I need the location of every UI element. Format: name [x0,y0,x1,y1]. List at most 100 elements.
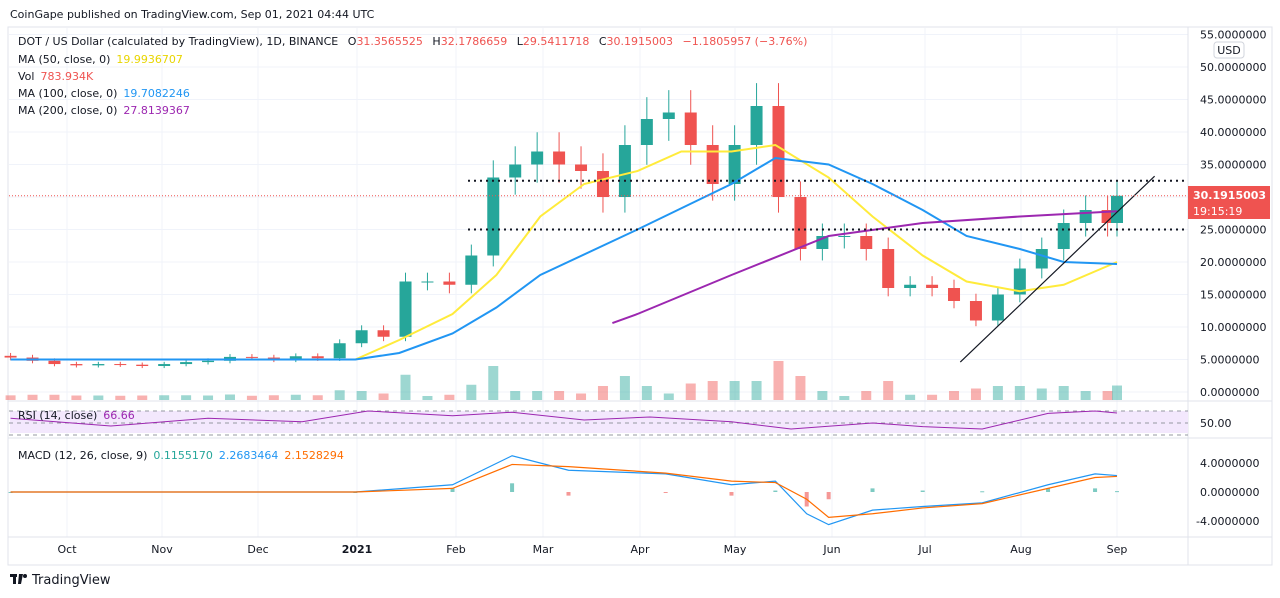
ma50-label: MA (50, close, 0) [18,53,110,66]
volume-bar [707,381,718,400]
candle-body [882,249,895,288]
open-label: O [348,35,357,48]
time-axis-label: Sep [1107,543,1128,556]
legend-ma50[interactable]: MA (50, close, 0) 19.9936707 [18,53,183,66]
ma200-label: MA (200, close, 0) [18,104,117,117]
volume-bar [466,384,477,400]
candle-body [860,236,873,249]
time-axis-label: Dec [247,543,268,556]
volume-bar [115,395,126,400]
legend-ma100[interactable]: MA (100, close, 0) 19.7082246 [18,87,190,100]
price-axis-tick: 35.0000000 [1200,159,1266,172]
candle-body [1013,268,1026,295]
volume-bar [1036,388,1047,400]
candle-body [48,360,61,365]
price-axis[interactable]: 55.0000000 50.0000000 45.0000000 40.0000000… [1200,29,1266,400]
candle-body [969,301,982,321]
low-label: L [517,35,524,48]
candle-body [1035,249,1048,269]
macd-axis-tick: -4.0000000 [1196,515,1259,528]
volume-bar [246,395,257,400]
candle-body [904,284,917,288]
high-label: H [432,35,440,48]
open-value: 31.3565525 [356,35,422,48]
legend-vol[interactable]: Vol 783.934K [18,70,94,83]
volume-bar [224,394,235,400]
price-axis-tick: 15.0000000 [1200,289,1266,302]
symbol-label: DOT / US Dollar (calculated by TradingVi… [18,35,338,48]
ma50-value: 19.9936707 [116,53,182,66]
volume-bar [334,390,345,400]
macd-histogram-bar [826,492,831,500]
macd-value: 2.2683464 [219,449,279,462]
rsi-axis-tick: 50.00 [1200,417,1232,430]
candle-body [136,364,149,366]
candle-body [772,106,785,197]
macd-histogram-bar [566,492,571,496]
price-axis-tick: 20.0000000 [1200,256,1266,269]
volume-bar [378,393,389,400]
volume-bar [1014,386,1025,400]
volume-bar [268,395,279,400]
volume-bar [444,394,455,400]
candle-body [92,364,105,366]
volume-bar [663,393,674,400]
candle-body [926,284,939,288]
price-axis-tick: 25.0000000 [1200,224,1266,237]
candle-body [70,364,83,366]
candle-body [575,164,588,171]
candle-body [180,362,193,365]
volume-bar [400,374,411,400]
legend-rsi[interactable]: RSI (14, close) 66.66 [18,409,135,422]
candle-body [114,364,127,366]
ma200-line [612,210,1118,325]
volume-bar [641,386,652,400]
rsi-line [10,410,1118,430]
price-axis-tick: 45.0000000 [1200,94,1266,107]
macd-histogram-bar [870,488,875,492]
time-axis-label: Nov [151,543,173,556]
volume-bar [817,391,828,400]
macd-signal-line [10,463,1118,518]
volume-bar [71,395,82,400]
volume-bar [290,394,301,400]
candle-body [465,255,478,285]
macd-histogram-bar [1046,488,1051,492]
candle-body [245,356,258,358]
candle-body [355,330,368,344]
ma100-label: MA (100, close, 0) [18,87,117,100]
candle-body [311,356,324,359]
price-axis-tick: 55.0000000 [1200,29,1266,42]
volume-bar [532,391,543,400]
time-axis-label: Oct [57,543,77,556]
volume-bar [5,395,16,400]
price-axis-tick: 5.0000000 [1200,354,1260,367]
currency-button[interactable] [1213,41,1245,59]
macd-histogram-bar [1093,488,1098,492]
volume-bar [1102,391,1113,400]
volume-bar [356,391,367,400]
candle-body [991,294,1004,321]
rsi-band [10,411,1188,433]
candle-body [948,288,961,301]
volume-bar [905,394,916,400]
legend-macd[interactable]: MACD (12, 26, close, 9) 0.1155170 2.268346… [18,449,344,462]
legend-ma200[interactable]: MA (200, close, 0) 27.8139367 [18,104,190,117]
ma50-line [10,143,1118,361]
macd-histogram-bar [773,490,778,492]
macd-histogram-bar [980,491,985,493]
volume-bar [970,388,981,400]
volume-bar [137,395,148,400]
time-axis[interactable]: Oct Nov Dec 2021 Feb Mar Apr May Jun Jul Aug Sep [57,543,1127,556]
bar-countdown: 19:15:19 [1193,205,1242,218]
macd-histogram-bar [663,492,668,493]
currency-label: USD [1217,44,1241,57]
price-axis-tick: 40.0000000 [1200,126,1266,139]
macd-histogram-bar [450,488,455,492]
rsi-value: 66.66 [103,409,135,422]
volume-bar [181,395,192,400]
candle-body [4,355,17,358]
time-axis-label: Apr [630,543,650,556]
volume-bar [49,394,60,400]
